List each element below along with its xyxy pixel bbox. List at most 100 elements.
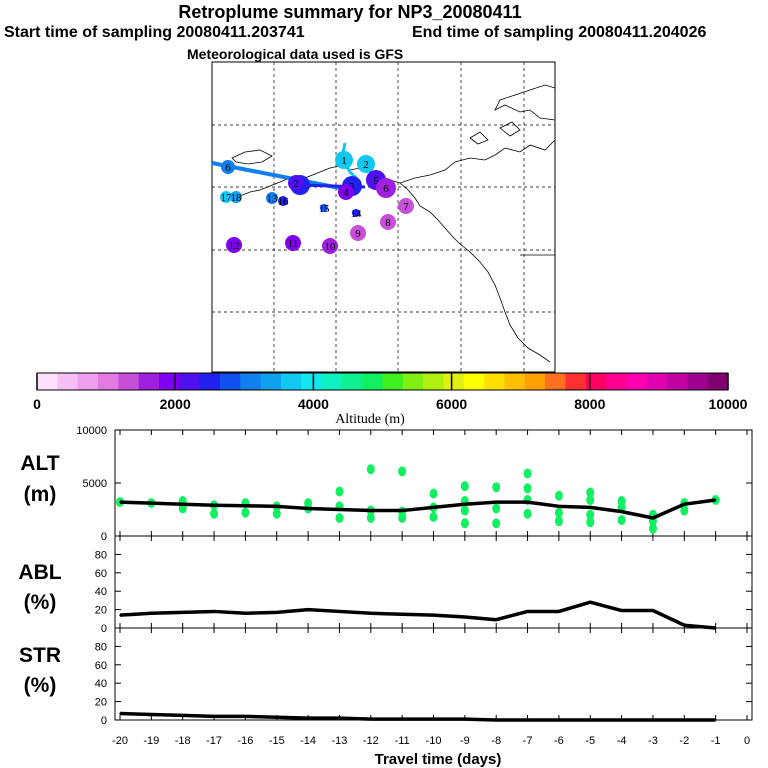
- colorbar-cell: [524, 373, 546, 390]
- x-axis-label: Travel time (days): [375, 751, 502, 768]
- y-tick-label: 80: [95, 549, 107, 561]
- x-axis: -20 -19 -18 -17 -16 -15 -14 -13 -12 -11 -10 -9 -8 -7-…: [112, 735, 750, 747]
- cluster-point: [554, 516, 563, 527]
- coastline-island: [231, 149, 273, 165]
- series-point: [495, 719, 498, 721]
- x-tick-label: -19: [143, 735, 159, 747]
- cluster-point: [429, 511, 438, 522]
- cluster-marker: [220, 191, 232, 203]
- series-point: [150, 713, 153, 716]
- series-line: [119, 711, 716, 722]
- y-axis-label: STR: [19, 644, 61, 667]
- series-point: [338, 717, 341, 719]
- met-data-label: Meteorological data used is GFS: [187, 46, 404, 62]
- colorbar-cell: [118, 373, 140, 390]
- series-point: [370, 718, 372, 720]
- series-point: [181, 714, 184, 717]
- series-point: [683, 503, 686, 506]
- y-tick-label: 5000: [83, 478, 107, 490]
- cluster-marker: [288, 175, 304, 191]
- map: 121234567891011121314151617186: [211, 61, 556, 373]
- colorbar-cell: [626, 373, 648, 390]
- series-point: [652, 609, 654, 612]
- series-point: [526, 610, 529, 613]
- cluster-marker: [230, 191, 242, 203]
- cluster-label: 8: [385, 217, 391, 229]
- cluster-label: 6: [383, 183, 389, 195]
- y-tick-label: 0: [101, 531, 107, 543]
- cluster-label: 2: [293, 178, 299, 190]
- series-point: [401, 718, 403, 720]
- colorbar-tick-label: 8000: [574, 396, 605, 412]
- colorbar-cell: [382, 373, 404, 390]
- cluster-marker: [320, 204, 328, 212]
- colorbar-cell: [77, 373, 99, 390]
- colorbar-cell: [199, 373, 221, 390]
- cluster-label: 6: [225, 162, 231, 174]
- series-point: [119, 712, 121, 715]
- cluster-marker: [335, 151, 353, 169]
- colorbar-tick-label: 10000: [709, 396, 748, 412]
- x-tick-label: 0: [744, 735, 750, 747]
- x-tick-label: -4: [617, 735, 627, 747]
- series-point: [620, 609, 623, 612]
- cluster-point: [304, 498, 313, 509]
- colorbar-cell: [321, 373, 343, 390]
- colorbar-cell: [687, 373, 709, 390]
- cluster-label: 1: [341, 155, 347, 167]
- cluster-marker: [221, 160, 235, 174]
- cluster-label: 14: [351, 208, 363, 220]
- x-tick-label: -9: [460, 735, 470, 747]
- colorbar-cell: [606, 373, 627, 390]
- x-tick-label: -11: [395, 735, 410, 747]
- x-tick-label: -10: [426, 735, 442, 747]
- series-line: [119, 498, 716, 520]
- cluster-point: [680, 505, 689, 516]
- cluster-label: 17: [221, 192, 233, 204]
- colorbar-cell: [341, 373, 363, 390]
- series-point: [213, 610, 215, 613]
- cluster-point: [398, 466, 407, 477]
- series-point: [275, 505, 278, 508]
- cluster-point: [617, 496, 626, 507]
- y-tick-label: 60: [95, 568, 107, 580]
- cluster-marker: [352, 209, 360, 217]
- cluster-marker: [266, 192, 278, 204]
- colorbar-cell: [585, 373, 607, 390]
- series-point: [307, 507, 309, 510]
- cluster-label: 16: [278, 196, 290, 208]
- cluster-marker: [322, 238, 338, 254]
- series-point: [620, 719, 623, 721]
- series-point: [495, 618, 498, 621]
- series-point: [370, 612, 372, 615]
- colorbar-cell: [280, 373, 302, 390]
- series-point: [307, 608, 309, 611]
- cluster-label: 3: [349, 181, 355, 193]
- cluster-marker: [285, 235, 301, 251]
- x-tick-label: -1: [711, 735, 721, 747]
- y-tick-label: 0: [101, 623, 107, 635]
- series-point: [432, 718, 435, 720]
- colorbar-ticks: 0 2000 4000 6000 8000 10000: [33, 373, 748, 412]
- series-point: [275, 611, 278, 614]
- colorbar-label: Altitude (m): [335, 412, 405, 427]
- cluster-label: 9: [355, 228, 361, 240]
- series-point: [338, 610, 341, 613]
- cluster-marker: [376, 178, 396, 198]
- cluster-marker: [278, 196, 288, 206]
- colorbar-cell: [545, 373, 566, 390]
- coastline-arctic: [494, 84, 556, 121]
- colorbar-cell: [240, 373, 262, 390]
- cluster-point: [492, 503, 501, 514]
- cluster-point: [617, 515, 626, 526]
- y-tick-label: 80: [95, 641, 107, 653]
- cluster-marker: [380, 214, 396, 230]
- cluster-point: [366, 464, 375, 475]
- y-axis-label: (m): [24, 483, 57, 506]
- colorbar-cell: [138, 373, 160, 390]
- series-point: [526, 501, 529, 503]
- colorbar-cells: [37, 373, 729, 390]
- time-series-panels: 0 5000 10000 ALT (m) 0 20 40 60 80 ABL (%) 0 20 40 60 80…: [18, 425, 753, 727]
- x-tick-label: -2: [679, 735, 689, 747]
- colorbar: 0 2000 4000 6000 8000 10000 Altitude (m): [33, 372, 748, 427]
